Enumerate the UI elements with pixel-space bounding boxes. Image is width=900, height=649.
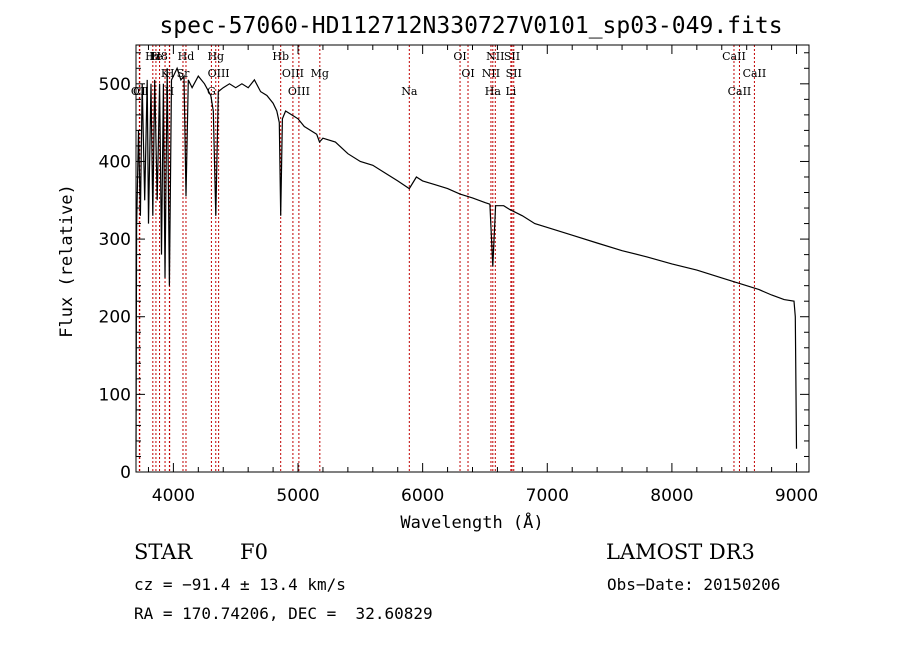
line-marker-label-8: OII	[131, 85, 149, 98]
line-marker-label-3: Hd	[178, 50, 195, 63]
line-marker-label-4: OIII	[208, 67, 230, 80]
x-tick-label-5: 9000	[775, 486, 818, 506]
x-tick-label-1: 5000	[276, 486, 319, 506]
line-marker-label-17: Na	[401, 85, 418, 98]
spectrum-line	[135, 66, 798, 457]
line-marker-label-14: OIII	[288, 85, 310, 98]
sky-coordinates: RA = 170.74206, DEC = 32.60829	[134, 604, 433, 623]
line-marker-label-11: G	[207, 85, 216, 98]
object-type: STAR	[134, 540, 193, 564]
y-tick-label-2: 200	[99, 308, 131, 328]
x-tick-label-2: 6000	[401, 486, 444, 506]
line-marker-label-19: OI	[461, 67, 474, 80]
line-marker-label-26: CaII	[728, 85, 752, 98]
line-marker-label-28: CaII	[743, 67, 767, 80]
spectral-subclass: F0	[240, 540, 268, 564]
redshift-velocity: cz = −91.4 ± 13.4 km/s	[134, 575, 346, 594]
line-marker-label-6: Fe	[149, 50, 163, 63]
chart-title: spec-57060-HD112712N330727V0101_sp03-049…	[159, 13, 782, 39]
line-marker-label-18: OI	[453, 50, 466, 63]
line-marker-label-20: Ha	[485, 85, 502, 98]
line-marker-label-15: Hb	[272, 50, 289, 63]
line-marker-label-2: H	[165, 85, 175, 98]
line-marker-label-16: Mg	[311, 67, 329, 80]
line-marker-label-1: K	[161, 67, 170, 80]
line-marker-label-25: SII	[506, 67, 522, 80]
line-marker-label-27: CaII	[722, 50, 746, 63]
y-tick-label-4: 400	[99, 152, 131, 172]
x-axis-label: Wavelength (Å)	[400, 511, 543, 533]
x-tick-label-0: 4000	[152, 486, 195, 506]
line-marker-label-22: NII	[482, 67, 500, 80]
observation-date: Obs−Date: 20150206	[607, 575, 781, 594]
y-tick-label-0: 0	[120, 463, 131, 483]
line-marker-label-9: Hz	[145, 50, 161, 63]
plot-frame	[135, 44, 810, 473]
survey-name: LAMOST DR3	[606, 540, 755, 564]
line-marker-label-12: Hg	[207, 50, 224, 63]
y-tick-label-3: 300	[99, 230, 131, 250]
line-marker-label-21: SII	[504, 50, 520, 63]
y-tick-label-5: 500	[99, 75, 131, 95]
line-marker-label-24: NII	[486, 50, 504, 63]
x-axis: 4000 5000 6000 7000 8000 9000	[147, 45, 818, 506]
line-marker-label-23: Li	[505, 85, 516, 98]
emission-line-labels: H8KHHdOIIICIFeSrOIIHzHGHgOIIIOIIIHbMgNaO…	[131, 50, 766, 98]
x-tick-label-3: 7000	[526, 486, 569, 506]
emission-line-markers	[138, 45, 755, 472]
y-tick-label-1: 100	[99, 385, 131, 405]
line-marker-label-13: OIII	[282, 67, 304, 80]
y-axis: 0 100 200 300 400 500	[99, 52, 809, 483]
y-axis-label: Flux (relative)	[57, 184, 77, 338]
line-marker-label-10: H	[165, 67, 175, 80]
x-tick-label-4: 8000	[650, 486, 693, 506]
line-marker-label-0: H8	[151, 50, 168, 63]
